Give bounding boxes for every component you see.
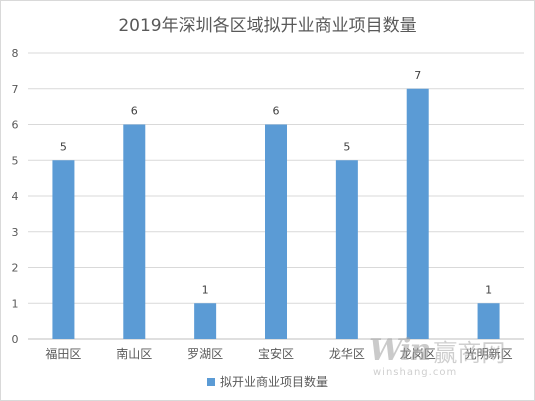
watermark-logo: Win [369, 333, 431, 368]
legend-label: 拟开业商业项目数量 [219, 375, 328, 389]
y-tick-label: 0 [12, 333, 19, 346]
bar [406, 88, 429, 339]
y-tick-label: 2 [12, 262, 19, 275]
x-tick-label: 龙岗区 [400, 347, 436, 361]
data-label: 6 [273, 105, 280, 118]
x-tick-label: 南山区 [116, 346, 152, 361]
y-tick-label: 4 [12, 190, 19, 203]
watermark-url: winshang.com [373, 367, 458, 378]
data-label: 5 [343, 140, 350, 153]
bar [477, 303, 500, 339]
y-tick-label: 6 [12, 119, 19, 132]
y-tick-label: 7 [12, 83, 19, 96]
bar [265, 124, 287, 339]
y-tick-label: 8 [12, 47, 19, 60]
bar [194, 303, 217, 339]
chart-title: 2019年深圳各区域拟开业商业项目数量 [118, 16, 417, 36]
legend: 拟开业商业项目数量 [1, 373, 534, 390]
data-label: 7 [414, 69, 421, 82]
bar [52, 160, 75, 339]
legend-swatch [206, 377, 215, 386]
bar [335, 160, 358, 339]
x-tick-label: 福田区 [45, 346, 81, 361]
y-tick-label: 3 [12, 226, 19, 239]
x-tick-label: 宝安区 [258, 346, 294, 361]
data-label: 1 [202, 283, 209, 296]
data-label: 1 [485, 283, 492, 296]
y-tick-label: 1 [12, 297, 19, 310]
bar [123, 124, 146, 339]
y-tick-label: 5 [12, 154, 19, 167]
data-label: 5 [60, 140, 67, 153]
watermark: Win 赢商网 winshang.com [369, 333, 506, 378]
x-tick-label: 罗湖区 [187, 346, 223, 361]
watermark-text: 赢商网 [433, 339, 506, 367]
data-label: 6 [131, 105, 138, 118]
x-tick-label: 龙华区 [329, 347, 365, 361]
x-tick-label: 光明新区 [465, 346, 513, 361]
